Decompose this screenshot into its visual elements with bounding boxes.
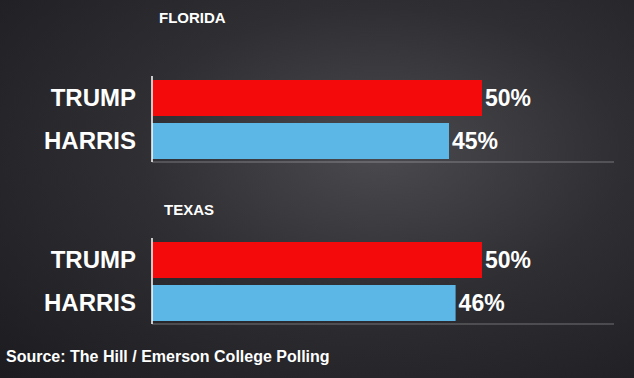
svg-text:50%: 50%	[485, 85, 531, 111]
svg-text:TRUMP: TRUMP	[51, 246, 136, 273]
svg-text:50%: 50%	[485, 247, 531, 273]
svg-text:45%: 45%	[452, 128, 498, 154]
svg-text:TRUMP: TRUMP	[51, 84, 136, 111]
svg-text:HARRIS: HARRIS	[44, 289, 136, 316]
svg-text:HARRIS: HARRIS	[44, 127, 136, 154]
html-text:FLORIDA: FLORIDA	[159, 9, 226, 26]
html-text:Source: The Hill / Emerson Col: Source: The Hill / Emerson College Polli…	[6, 348, 330, 365]
html-text:TEXAS: TEXAS	[164, 201, 214, 218]
svg-text:46%: 46%	[459, 290, 505, 316]
